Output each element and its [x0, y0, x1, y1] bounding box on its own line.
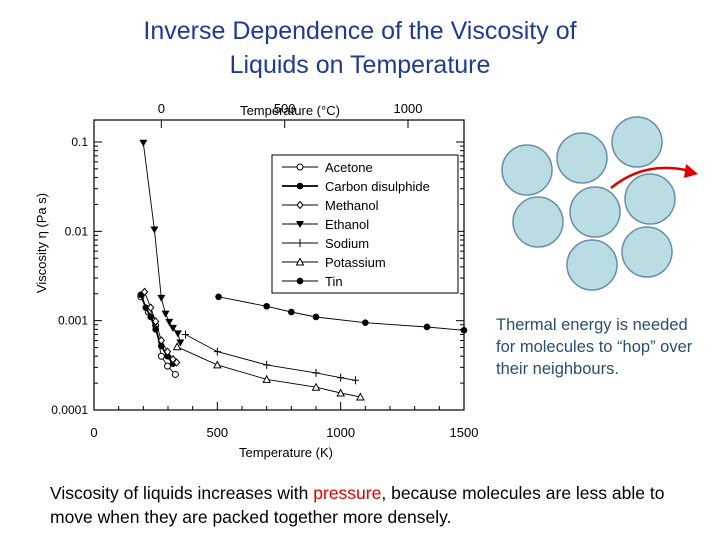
data-point-sodium — [337, 373, 345, 382]
caption: Viscosity of liquids increases with pres… — [50, 481, 700, 529]
data-point-carbon-disulphide — [147, 313, 155, 321]
y-tick-label: 0.0001 — [51, 403, 88, 417]
data-point-potassium — [212, 360, 222, 369]
thermal-energy-note: Thermal energy is needed for molecules t… — [496, 314, 711, 380]
data-point-potassium — [336, 388, 346, 397]
data-point-ethanol — [157, 294, 166, 302]
plot-frame — [93, 119, 465, 411]
top-tick-label: 1000 — [394, 101, 423, 116]
legend-marker-potassium — [295, 257, 305, 266]
y-axis-label: Viscosity η (Pa s) — [34, 193, 49, 293]
title-line-2: Liquids on Temperature — [229, 51, 491, 79]
legend-marker-carbon-disulphide — [296, 182, 304, 190]
y-tick-label: 0.001 — [58, 314, 88, 328]
x-tick-label: 0 — [90, 425, 97, 440]
data-point-sodium — [351, 376, 359, 385]
data-point-sodium — [182, 330, 190, 339]
caption-text-2: , because molecules are less able to mov… — [50, 483, 665, 527]
data-point-tin — [423, 323, 431, 331]
legend-label-acetone: Acetone — [325, 160, 373, 175]
molecule-circle — [566, 239, 618, 291]
data-point-methanol — [172, 358, 181, 367]
molecule-circle — [611, 116, 663, 168]
data-point-tin — [263, 302, 270, 310]
series-line-sodium — [185, 334, 356, 381]
series-line-potassium — [176, 346, 361, 398]
data-point-acetone — [164, 362, 172, 370]
top-ticks: 0 500 1000 — [158, 101, 423, 128]
data-point-ethanol — [176, 339, 185, 347]
legend-marker-ethanol — [296, 221, 304, 228]
data-point-sodium — [312, 368, 320, 377]
data-point-acetone — [157, 352, 165, 360]
x-tick-label: 1500 — [450, 425, 479, 440]
data-point-ethanol — [168, 324, 177, 332]
data-point-tin — [288, 308, 295, 316]
data-point-potassium — [356, 392, 365, 401]
molecule-circle — [621, 226, 673, 278]
top-tick-label: 0 — [158, 101, 165, 116]
hop-arrow — [610, 166, 691, 189]
data-point-ethanol — [150, 226, 159, 234]
data-point-potassium — [311, 382, 321, 391]
molecule-circle — [556, 132, 608, 184]
y-tick-label: 0.01 — [65, 224, 89, 238]
molecule-circle — [501, 144, 553, 196]
hop-arrowhead — [684, 164, 698, 178]
caption-highlight: pressure — [313, 483, 382, 503]
data-point-tin — [312, 313, 320, 321]
data-point-acetone — [171, 370, 179, 378]
data-point-carbon-disulphide — [142, 304, 150, 311]
legend-label-methanol: Methanol — [325, 198, 379, 213]
legend-marker-acetone — [296, 163, 304, 171]
legend-marker-methanol — [296, 200, 304, 210]
data-point-potassium — [262, 374, 272, 383]
x-tick-label: 500 — [206, 425, 228, 440]
legend-label-sodium: Sodium — [325, 236, 369, 251]
data-point-methanol — [163, 347, 172, 356]
data-point-tin — [362, 319, 369, 326]
x-tick-label: 1000 — [326, 425, 355, 440]
data-point-ethanol — [165, 318, 174, 326]
x-axis-label: Temperature (K) — [239, 445, 333, 460]
series-sodium — [182, 330, 359, 385]
series-potassium — [172, 342, 365, 401]
data-point-methanol — [152, 317, 160, 326]
legend-label-potassium: Potassium — [325, 255, 386, 270]
data-point-sodium — [213, 347, 221, 356]
slide-title: Inverse Dependence of the Viscosity of L… — [0, 14, 720, 82]
legend-label-tin: Tin — [325, 274, 343, 289]
caption-text-1: Viscosity of liquids increases with — [50, 483, 314, 503]
data-point-potassium — [172, 342, 182, 351]
data-point-ethanol — [161, 310, 170, 318]
data-point-tin — [460, 327, 468, 334]
legend-label-ethanol: Ethanol — [325, 217, 369, 232]
molecule-circle — [512, 196, 564, 248]
series-methanol — [140, 287, 181, 367]
legend-marker-tin — [296, 277, 304, 285]
x-ticks: 0 500 1000 1500 — [90, 402, 478, 440]
top-tick-label: 500 — [274, 101, 296, 116]
top-axis-label: Temperature (°C) — [240, 103, 340, 118]
title-line-1: Inverse Dependence of the Viscosity of — [143, 17, 577, 45]
molecule-circle — [624, 173, 676, 225]
legend: Acetone Carbon disulphide Methanol Ethanol S… — [282, 160, 430, 289]
data-point-methanol — [147, 303, 155, 312]
data-point-ethanol — [173, 330, 182, 338]
legend-label-carbon-disulphide: Carbon disulphide — [325, 179, 430, 194]
series-ethanol — [139, 139, 185, 347]
data-series — [137, 139, 468, 401]
y-tick-label: 0.1 — [71, 135, 88, 149]
molecule-circle — [569, 186, 621, 238]
series-tin — [215, 293, 468, 334]
molecule-illustration — [501, 116, 698, 291]
legend-marker-sodium — [296, 239, 304, 247]
data-point-ethanol — [139, 139, 148, 147]
data-point-methanol — [157, 336, 165, 345]
data-point-methanol — [140, 287, 149, 297]
data-point-tin — [215, 293, 222, 301]
data-point-sodium — [263, 360, 271, 369]
y-ticks: 0.1 0.01 0.001 0.0001 — [51, 135, 464, 417]
